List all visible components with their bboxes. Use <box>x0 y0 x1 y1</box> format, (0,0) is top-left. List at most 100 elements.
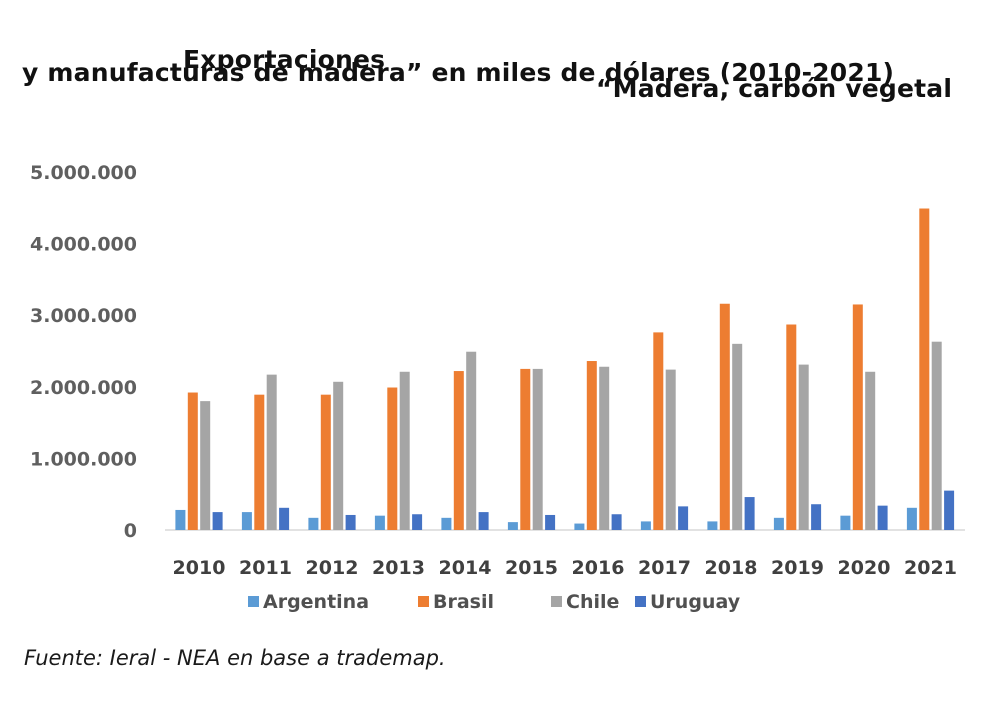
y-tick-label: 1.000.000 <box>30 448 137 470</box>
x-tick-label: 2015 <box>505 557 558 579</box>
bar-argentina-2015 <box>507 522 518 530</box>
bar-group-2020 <box>840 304 888 530</box>
bar-group-2014 <box>441 351 489 530</box>
bar-group-2021 <box>906 208 955 531</box>
x-axis: 2010 2011 2012 2013 2014 2015 2016 2017 2018 2019… <box>173 557 957 579</box>
bar-chile-2019 <box>798 364 809 530</box>
legend-swatch <box>635 596 646 607</box>
bar-uruguay-2011 <box>279 507 290 530</box>
x-tick-label: 2020 <box>838 557 891 579</box>
bar-chile-2020 <box>865 371 876 530</box>
bar-brasil-2017 <box>653 332 664 530</box>
bar-brasil-2019 <box>786 324 797 530</box>
chart-title-line-1: Exportaciones “Madera, carbón vegetal <box>0 16 1000 103</box>
legend-swatch <box>418 596 429 607</box>
bar-brasil-2016 <box>586 361 597 530</box>
bar-uruguay-2019 <box>811 504 822 530</box>
bar-chart: 0 1.000.000 2.000.000 3.000.000 4.000.000 5.0… <box>30 162 965 613</box>
bar-brasil-2018 <box>719 303 730 530</box>
legend-swatch <box>551 596 562 607</box>
bar-uruguay-2015 <box>545 514 556 530</box>
bar-uruguay-2021 <box>944 490 955 530</box>
bar-argentina-2014 <box>441 517 452 530</box>
x-tick-label: 2010 <box>173 557 226 579</box>
legend-item-uruguay: Uruguay <box>635 591 741 613</box>
x-tick-label: 2018 <box>705 557 758 579</box>
bar-brasil-2021 <box>919 208 930 531</box>
bars <box>175 208 955 531</box>
bar-uruguay-2016 <box>611 514 622 530</box>
bar-group-2013 <box>374 371 423 530</box>
legend: Argentina Brasil Chile Uruguay <box>248 591 741 613</box>
y-tick-label: 4.000.000 <box>30 234 137 256</box>
chart-title-part-left: Exportaciones <box>183 45 386 74</box>
legend-swatch <box>248 596 259 607</box>
bar-uruguay-2010 <box>212 512 223 530</box>
x-tick-label: 2019 <box>771 557 824 579</box>
x-tick-label: 2021 <box>904 557 957 579</box>
legend-label: Chile <box>566 591 619 613</box>
bar-chile-2014 <box>466 351 477 530</box>
bar-group-2016 <box>574 361 622 530</box>
chart-title-part-right: “Madera, carbón vegetal <box>596 74 953 103</box>
bar-chile-2017 <box>665 369 676 530</box>
bar-argentina-2016 <box>574 523 585 530</box>
legend-label: Brasil <box>433 591 494 613</box>
bar-argentina-2018 <box>707 521 718 530</box>
y-tick-label: 0 <box>124 520 137 542</box>
bar-brasil-2010 <box>187 392 198 530</box>
bar-argentina-2019 <box>773 517 784 530</box>
bar-uruguay-2013 <box>412 514 423 530</box>
bar-chile-2015 <box>532 368 543 530</box>
y-tick-label: 3.000.000 <box>30 305 137 327</box>
bar-argentina-2010 <box>175 509 186 530</box>
bar-brasil-2012 <box>320 394 331 530</box>
bar-brasil-2020 <box>852 304 863 530</box>
legend-item-brasil: Brasil <box>418 591 494 613</box>
bar-chile-2016 <box>599 366 610 530</box>
legend-item-chile: Chile <box>551 591 619 613</box>
x-tick-label: 2011 <box>239 557 292 579</box>
x-tick-label: 2017 <box>638 557 691 579</box>
bar-chile-2013 <box>399 371 410 530</box>
x-tick-label: 2012 <box>306 557 359 579</box>
y-axis: 0 1.000.000 2.000.000 3.000.000 4.000.000 5.0… <box>30 162 137 542</box>
bar-group-2019 <box>773 324 822 530</box>
bar-group-2015 <box>507 368 556 530</box>
bar-uruguay-2018 <box>744 497 755 530</box>
x-tick-label: 2016 <box>572 557 625 579</box>
bar-chile-2012 <box>333 381 344 530</box>
bar-uruguay-2017 <box>678 506 689 530</box>
legend-label: Uruguay <box>650 591 741 613</box>
bar-group-2018 <box>707 303 755 530</box>
bar-chile-2011 <box>266 374 277 530</box>
y-tick-label: 5.000.000 <box>30 162 137 184</box>
legend-label: Argentina <box>263 591 369 613</box>
bar-chile-2018 <box>732 343 743 530</box>
bar-group-2010 <box>175 392 223 530</box>
bar-group-2017 <box>640 332 689 530</box>
bar-uruguay-2020 <box>877 505 888 530</box>
legend-item-argentina: Argentina <box>248 591 369 613</box>
bar-group-2012 <box>308 381 356 530</box>
bar-group-2011 <box>241 374 290 530</box>
bar-chile-2010 <box>200 401 211 530</box>
bar-brasil-2015 <box>520 368 531 530</box>
chart-title-line-2: y manufacturas de madera” en miles de dó… <box>22 58 895 87</box>
x-tick-label: 2013 <box>372 557 425 579</box>
y-tick-label: 2.000.000 <box>30 377 137 399</box>
bar-uruguay-2014 <box>478 512 489 530</box>
bar-uruguay-2012 <box>345 514 356 530</box>
bar-argentina-2017 <box>640 521 651 530</box>
bar-argentina-2012 <box>308 517 319 530</box>
bar-argentina-2021 <box>906 507 917 530</box>
bar-brasil-2011 <box>254 394 265 530</box>
bar-chile-2021 <box>931 341 942 530</box>
bar-argentina-2013 <box>374 515 385 530</box>
bar-brasil-2013 <box>387 387 398 530</box>
bar-argentina-2011 <box>241 512 252 530</box>
source-note: Fuente: Ieral - NEA en base a trademap. <box>24 646 446 670</box>
x-tick-label: 2014 <box>439 557 492 579</box>
bar-brasil-2014 <box>453 371 464 530</box>
bar-argentina-2020 <box>840 515 851 530</box>
